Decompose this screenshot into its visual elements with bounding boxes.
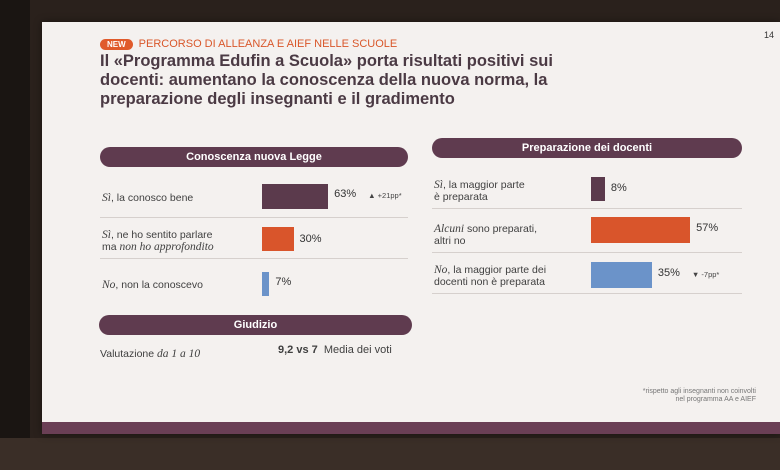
left-row-3-value: 7%	[275, 276, 292, 288]
page-number: 14	[763, 30, 774, 40]
giudizio-value: 9,2 vs 7 Media dei voti	[278, 344, 392, 356]
right-row-1-bar	[591, 177, 605, 201]
right-divider-2	[432, 252, 742, 253]
left-divider-1	[100, 217, 408, 218]
right-row-3-bar	[591, 262, 652, 288]
giudizio-score: 9,2 vs 7	[278, 344, 318, 356]
right-divider-3	[432, 293, 742, 294]
right-row-2-bar	[591, 217, 691, 243]
right-panel-header: Preparazione dei docenti	[432, 138, 742, 158]
footnote-line-1: *rispetto agli insegnanti non coinvolti	[642, 388, 756, 395]
title-line-3: preparazione degli insegnanti e il gradi…	[100, 90, 455, 108]
right-row-3-delta: ▼ -7pp*	[691, 270, 720, 279]
slide-bottom-band	[42, 422, 780, 434]
left-row-1-value: 63%	[334, 188, 357, 200]
left-row-3-label: No, non la conoscevo	[102, 279, 203, 291]
title-line-2: docenti: aumentano la conoscenza della n…	[100, 71, 548, 89]
footnote-line-2: nel programma AA e AIEF	[675, 396, 756, 403]
left-row-2-label: Sì, ne ho sentito parlare ma non ho appro…	[102, 229, 214, 253]
left-panel-header: Conoscenza nuova Legge	[100, 147, 408, 167]
new-badge: NEW	[100, 38, 133, 50]
left-row-2-value: 30%	[299, 233, 322, 245]
projection-left-edge	[0, 0, 30, 470]
right-row-1-label: Sì, la maggior parte è preparata	[434, 179, 525, 203]
right-divider-1	[432, 208, 742, 209]
right-row-3-label: No, la maggior parte dei docenti non è pr…	[434, 264, 547, 288]
left-row-1-label: Sì, la conosco bene	[102, 192, 194, 204]
left-row-1-delta: ▲ +21pp*	[368, 191, 402, 200]
presentation-slide: 14 NEW PERCORSO DI ALLEANZA E AIEF NELLE…	[42, 22, 780, 434]
left-row-3-bar	[262, 272, 270, 296]
right-row-2-value: 57%	[696, 222, 719, 234]
giudizio-label: Valutazione da 1 a 10	[100, 348, 201, 360]
slide-title: Il «Programma Edufin a Scuola» porta ris…	[100, 52, 700, 109]
right-row-3-value: 35%	[657, 267, 680, 279]
right-row-2-label: Alcuni sono preparati, altri no	[434, 223, 537, 247]
left-row-1-bar	[262, 184, 329, 209]
section-kicker: PERCORSO DI ALLEANZA E AIEF NELLE SCUOLE	[138, 38, 398, 50]
giudizio-header: Giudizio	[99, 315, 412, 335]
right-row-1-value: 8%	[610, 182, 627, 194]
left-row-2-bar	[262, 227, 294, 251]
left-divider-2	[100, 258, 408, 259]
title-line-1: Il «Programma Edufin a Scuola» porta ris…	[100, 52, 553, 70]
footnote: *rispetto agli insegnanti non coinvolti …	[586, 388, 756, 404]
projection-bottom-edge	[0, 438, 780, 470]
slide-header: NEW PERCORSO DI ALLEANZA E AIEF NELLE SC…	[100, 38, 397, 50]
